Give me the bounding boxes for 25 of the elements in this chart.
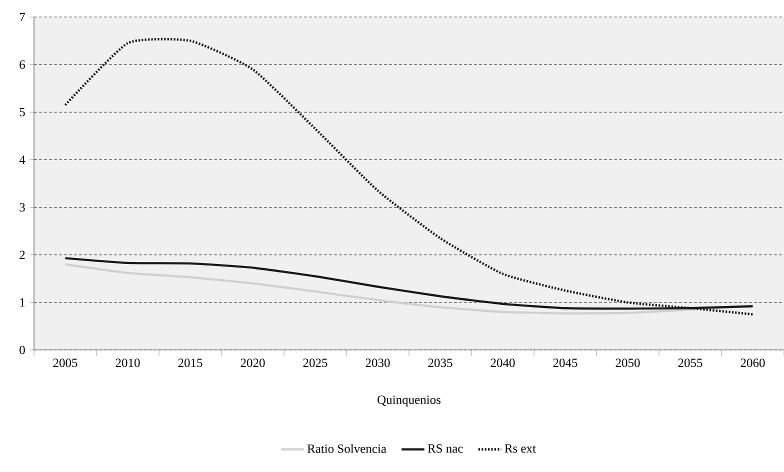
y-tick-label: 5	[20, 108, 25, 116]
x-tick-label: 2035	[428, 358, 452, 368]
x-tick-label: 2050	[616, 358, 640, 368]
y-tick-label: 6	[20, 60, 25, 69]
y-tick-label: 7	[20, 12, 26, 22]
y-tick-label: 2	[20, 250, 25, 259]
x-tick-label: 2020	[240, 358, 265, 368]
x-tick-label: 2005	[53, 358, 78, 368]
legend-label: Rs ext	[504, 444, 536, 453]
x-tick-label: 2010	[116, 358, 140, 368]
y-tick-label: 0	[20, 346, 25, 354]
x-tick-label: 2060	[740, 358, 765, 368]
y-tick-label: 1	[20, 298, 25, 307]
x-tick-label: 2030	[366, 358, 390, 368]
x-tick-label: 2025	[303, 358, 328, 368]
y-tick-label: 3	[20, 203, 25, 212]
y-tick-label: 4	[19, 156, 26, 164]
x-tick-label: 2040	[490, 358, 515, 368]
line-series	[64, 263, 754, 314]
x-axis-title: Quinquenios	[378, 396, 440, 407]
legend-label: Ratio Solvencia	[307, 444, 386, 453]
x-tick-label: 2045	[553, 358, 578, 368]
x-tick-label: 2055	[678, 358, 702, 368]
legend-label: RS nac	[428, 444, 463, 453]
x-tick-label: 2015	[178, 358, 202, 368]
